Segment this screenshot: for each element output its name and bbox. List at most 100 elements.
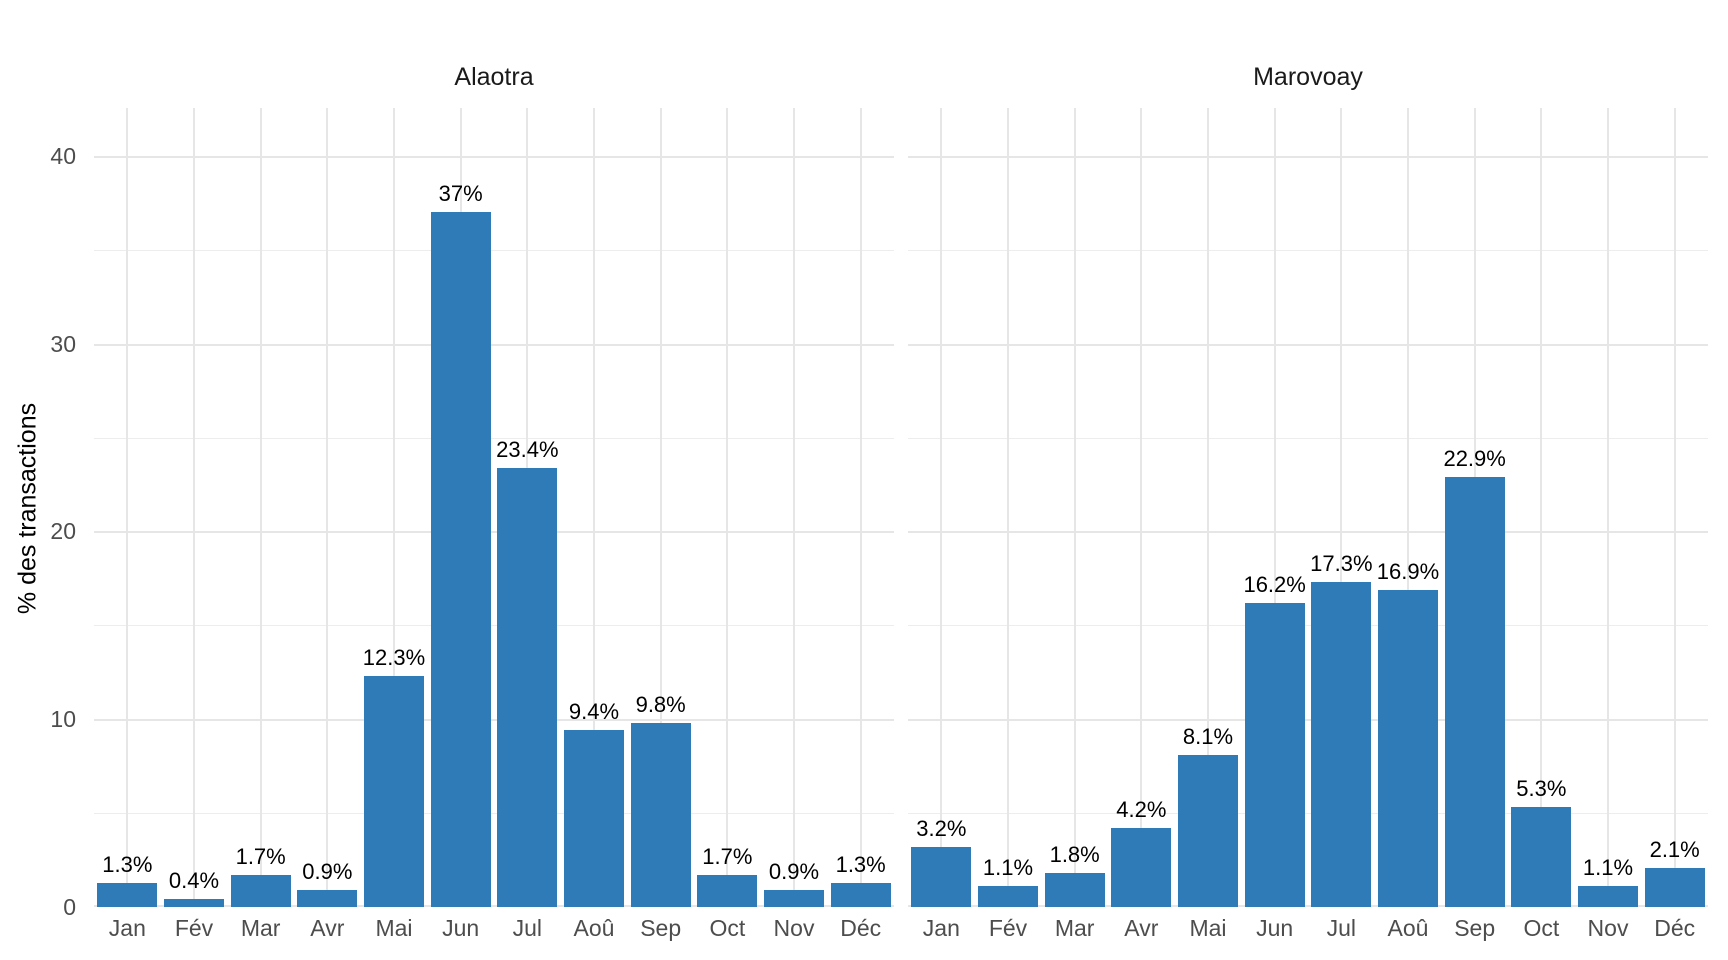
- gridline-vertical: [126, 108, 129, 907]
- x-axis-tick-label: Déc: [840, 915, 882, 941]
- bar-value-label: 16.2%: [1243, 572, 1306, 597]
- gridline-vertical: [859, 108, 862, 907]
- bar: [1511, 807, 1572, 907]
- x-axis-tick-label: Aoû: [1387, 915, 1429, 941]
- bar-value-label: 1.1%: [1582, 855, 1634, 880]
- gridline-horizontal-minor: [908, 437, 1708, 439]
- x-axis-tick-label: Avr: [310, 915, 345, 941]
- bar-value-label: 37%: [438, 181, 483, 206]
- bar: [497, 468, 558, 907]
- x-axis-tick-label: Jul: [1326, 915, 1357, 941]
- bar-value-label: 1.7%: [235, 844, 286, 869]
- bar-value-label: 1.1%: [982, 855, 1034, 880]
- x-axis-tick-label: Jan: [108, 915, 146, 941]
- x-axis-tick-label: Déc: [1654, 915, 1696, 941]
- bar: [630, 723, 691, 907]
- bar-value-label: 2.1%: [1649, 837, 1700, 862]
- bar-value-label: 1.3%: [102, 852, 153, 877]
- bar: [297, 890, 358, 907]
- x-axis-tick-label: Nov: [773, 915, 815, 941]
- gridline-vertical: [726, 108, 729, 907]
- bar: [1178, 755, 1238, 907]
- bar-value-label: 9.4%: [568, 699, 620, 724]
- x-axis-tick-label: Fév: [988, 915, 1028, 941]
- bar-value-label: 0.9%: [302, 859, 353, 884]
- gridline-horizontal-minor: [908, 625, 1708, 627]
- bar-value-label: 1.7%: [702, 844, 753, 869]
- gridline-vertical: [1340, 108, 1343, 907]
- bar-value-label: 23.4%: [496, 437, 559, 462]
- gridline-horizontal-major: [94, 343, 894, 346]
- y-axis-tick-label: 0: [63, 894, 76, 920]
- x-axis-tick-label: Sep: [640, 915, 682, 941]
- bar-value-label: 0.9%: [768, 859, 820, 884]
- gridline-vertical: [1540, 108, 1543, 907]
- bar-value-label: 16.9%: [1376, 559, 1440, 584]
- gridline-horizontal-minor: [94, 625, 894, 627]
- bar: [764, 890, 824, 907]
- gridline-horizontal-major: [94, 719, 894, 722]
- y-axis-tick-label: 30: [50, 330, 76, 357]
- gridline-horizontal-major: [908, 343, 1708, 346]
- x-axis-tick-label: Jul: [512, 915, 543, 941]
- gridline-horizontal-major: [908, 531, 1708, 534]
- x-axis-tick-label: Avr: [1124, 915, 1159, 941]
- gridline-vertical: [326, 108, 329, 907]
- bar-value-label: 1.3%: [835, 852, 886, 877]
- bar: [1244, 603, 1305, 907]
- gridline-horizontal-minor: [94, 437, 894, 439]
- gridline-vertical: [193, 108, 195, 907]
- gridline-vertical: [793, 108, 795, 907]
- bar-value-label: 9.8%: [635, 692, 686, 717]
- gridline-horizontal-major: [94, 155, 894, 158]
- gridline-horizontal-major: [94, 905, 894, 907]
- bar-value-label: 1.8%: [1049, 842, 1100, 867]
- gridline-horizontal-major: [908, 905, 1708, 907]
- x-axis-tick-label: Fév: [174, 915, 214, 941]
- bar: [1044, 873, 1105, 907]
- x-axis-tick-label: Mai: [1189, 915, 1227, 941]
- facet-title: Alaotra: [454, 63, 534, 91]
- gridline-vertical: [1007, 108, 1009, 907]
- bar: [364, 676, 424, 907]
- gridline-vertical: [1673, 108, 1676, 907]
- bar-value-label: 0.4%: [168, 868, 220, 893]
- bar: [1378, 590, 1438, 907]
- x-axis-tick-label: Mar: [1054, 915, 1095, 941]
- x-axis-tick-label: Jan: [922, 915, 960, 941]
- gridline-vertical: [1407, 108, 1409, 907]
- gridline-vertical: [659, 108, 662, 907]
- x-axis-tick-label: Oct: [709, 915, 746, 941]
- bar: [430, 212, 491, 907]
- bar: [1578, 886, 1638, 907]
- bar: [164, 899, 224, 907]
- gridline-vertical: [1207, 108, 1209, 907]
- gridline-horizontal-minor: [908, 249, 1708, 251]
- gridline-vertical: [1607, 108, 1609, 907]
- x-axis-tick-label: Sep: [1454, 915, 1496, 941]
- bar: [830, 883, 891, 907]
- gridline-vertical: [940, 108, 943, 907]
- x-axis-tick-label: Aoû: [573, 915, 615, 941]
- bar: [978, 886, 1038, 907]
- gridline-vertical: [593, 108, 595, 907]
- y-axis-title: % des transactions: [13, 402, 42, 615]
- gridline-horizontal-minor: [94, 813, 894, 815]
- bar: [97, 883, 158, 907]
- facet-title: Marovoay: [1253, 63, 1363, 91]
- bar-value-label: 8.1%: [1182, 724, 1234, 749]
- bar-value-label: 22.9%: [1443, 446, 1506, 471]
- x-axis-tick-label: Jun: [442, 915, 480, 941]
- bar: [1311, 582, 1372, 907]
- x-axis-tick-label: Oct: [1523, 915, 1560, 941]
- gridline-horizontal-major: [908, 155, 1708, 158]
- y-axis-tick-label: 20: [50, 518, 76, 545]
- plot-panel: 1.3% 0.4% 1.7% 0.9% 12.3% 37% 23.4% 9.4% 9.8% 1.7…: [94, 108, 894, 907]
- bar: [911, 847, 972, 907]
- gridline-vertical: [393, 108, 395, 907]
- y-axis-tick-label: 10: [50, 706, 76, 733]
- y-axis-tick-label: 40: [50, 142, 76, 169]
- bar-value-label: 5.3%: [1516, 776, 1567, 801]
- bar: [1444, 477, 1505, 907]
